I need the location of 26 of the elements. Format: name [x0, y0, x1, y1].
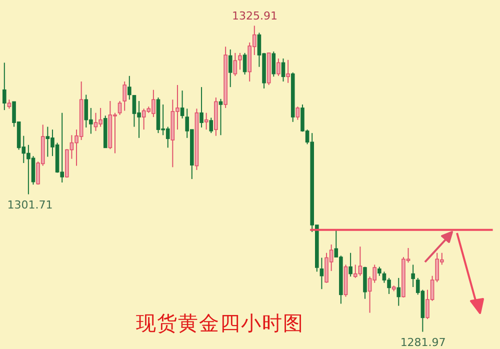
candlestick — [118, 100, 122, 116]
candlestick — [411, 264, 415, 288]
candlestick — [296, 106, 300, 120]
candlestick — [2, 62, 6, 111]
candlestick — [272, 51, 276, 78]
candlestick — [286, 59, 290, 84]
candlestick — [209, 117, 214, 134]
annotation: 1325.91 — [232, 10, 278, 23]
candlestick — [128, 75, 132, 100]
candlestick — [228, 48, 232, 88]
text: 现货黄金四小时图 — [135, 310, 305, 337]
candlestick — [320, 257, 324, 290]
candlestick — [242, 52, 247, 76]
candlestick — [204, 112, 208, 130]
candlestick — [218, 98, 223, 136]
candlestick — [396, 277, 401, 306]
candlestick — [378, 266, 382, 276]
candlestick — [348, 252, 352, 278]
annotation: 1301.71 — [7, 198, 53, 212]
candlestick — [200, 86, 204, 128]
candlestick — [276, 58, 280, 76]
annotation: 1281.97 — [400, 336, 446, 349]
candlestick — [281, 58, 286, 82]
candlestick — [122, 81, 126, 112]
candlestick — [180, 90, 184, 119]
candlestick — [7, 99, 12, 110]
